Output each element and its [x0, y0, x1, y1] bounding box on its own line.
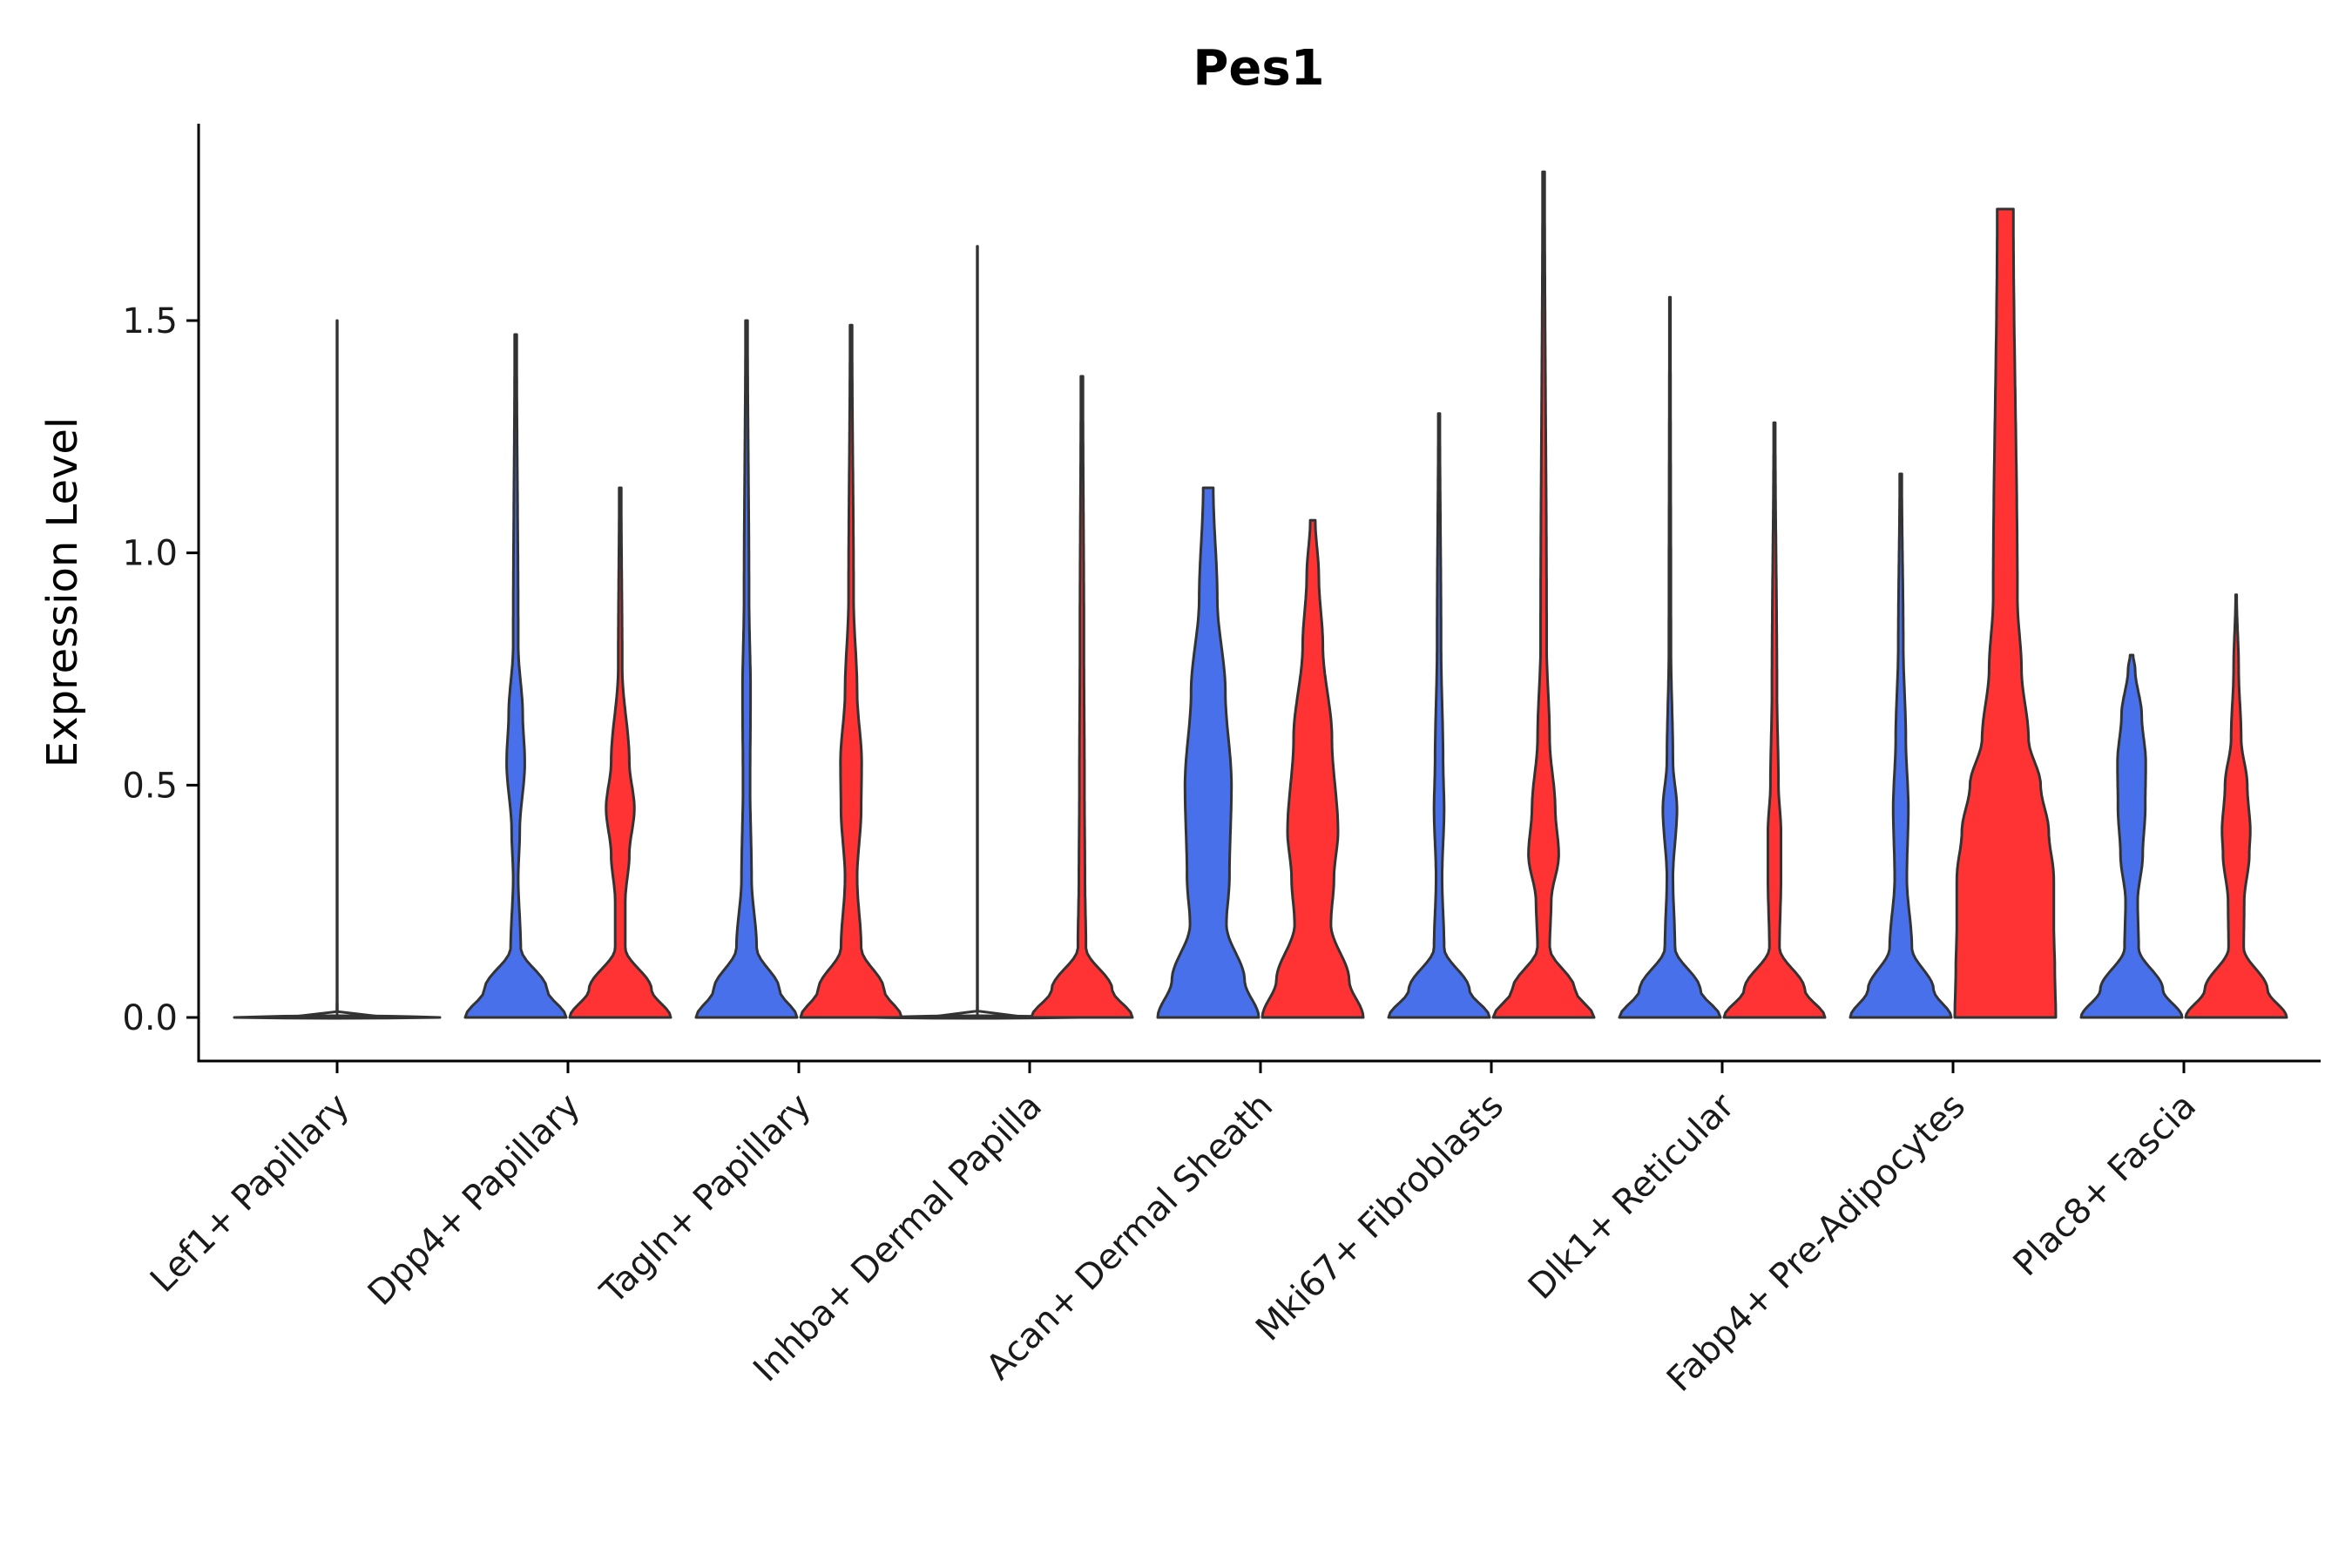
- x-tick-label: Mki67+ Fibroblasts: [1248, 1086, 1511, 1349]
- violin-group-1-tagln-papillary: [694, 319, 799, 1019]
- violin-group-2-dlk1-reticular: [1722, 421, 1827, 1019]
- x-tick-label: Dlk1+ Reticular: [1521, 1085, 1743, 1308]
- violin-group-2-plac8-fascia: [2184, 593, 2288, 1019]
- y-tick-label: 0.0: [122, 998, 178, 1038]
- y-axis-title: Expression Level: [38, 417, 87, 768]
- x-ticks: Lef1+ Papillary Dpp4+ Papillary Tagln+ Pap…: [143, 1061, 2204, 1400]
- violin-group-1-dpp4-papillary: [463, 333, 568, 1019]
- y-tick-label: 0.5: [122, 766, 178, 806]
- violin-group-2-mki67-fibroblasts: [1491, 170, 1596, 1019]
- violin-group-2-dpp4-papillary: [568, 486, 672, 1019]
- violin-layer: [233, 170, 2288, 1020]
- axes: [197, 124, 2321, 1063]
- violin-group-1-mki67-fibroblasts: [1387, 412, 1491, 1019]
- violin-group-1-fabp4-pre-adipocytes: [1848, 472, 1953, 1019]
- violin-group-1-plac8-fascia: [2079, 653, 2184, 1019]
- y-tick-label: 1.0: [122, 534, 178, 574]
- violin-group-1-acan-dermal-sheath: [1156, 486, 1260, 1019]
- violin-group-1-dlk1-reticular: [1618, 295, 1722, 1019]
- violin-group-2-acan-dermal-sheath: [1260, 518, 1365, 1019]
- violin-group-2-inhba-dermal-papilla: [1030, 375, 1134, 1019]
- y-ticks: 0.0 0.5 1.0 1.5: [122, 301, 199, 1038]
- x-tick-label: Tagln+ Papillary: [592, 1086, 819, 1313]
- x-tick-label: Dpp4+ Papillary: [361, 1086, 588, 1314]
- x-tick-label: Lef1+ Papillary: [143, 1086, 357, 1301]
- violin-group-2-tagln-papillary: [799, 323, 903, 1019]
- x-tick-label: Plac8+ Fascia: [2006, 1086, 2205, 1285]
- y-tick-label: 1.5: [122, 301, 178, 341]
- chart-title: Pes1: [1193, 40, 1324, 97]
- violin-group-2-fabp4-pre-adipocytes: [1953, 207, 2058, 1019]
